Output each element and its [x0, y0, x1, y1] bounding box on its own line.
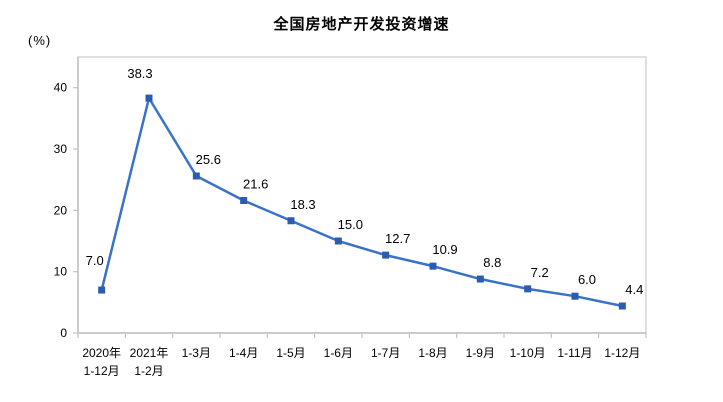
chart-title: 全国房地产开发投资增速	[273, 16, 450, 33]
x-axis-label: 1-9月	[466, 346, 495, 360]
data-point-marker	[334, 237, 342, 245]
y-tick-label: 30	[54, 142, 68, 156]
data-label: 38.3	[127, 66, 152, 81]
y-tick-label: 0	[60, 326, 67, 340]
data-label: 6.0	[578, 272, 596, 287]
y-axis-unit-label: (%)	[28, 33, 52, 48]
data-point-marker	[98, 286, 106, 294]
data-point-marker	[192, 172, 200, 180]
data-point-marker	[145, 94, 153, 102]
data-label: 8.8	[483, 255, 501, 270]
x-axis-label: 1-6月	[324, 346, 353, 360]
data-point-marker	[429, 262, 437, 270]
data-point-marker	[382, 251, 390, 259]
data-point-marker	[571, 292, 579, 300]
data-label: 4.4	[625, 282, 643, 297]
data-label: 18.3	[290, 197, 315, 212]
y-tick-label: 40	[54, 81, 68, 95]
x-axis-label: 1-5月	[276, 346, 305, 360]
data-point-marker	[476, 275, 484, 283]
x-axis-label: 1-2月	[134, 364, 163, 378]
series-line	[100, 96, 623, 308]
data-label: 25.6	[196, 152, 221, 167]
x-axis-label: 1-7月	[371, 346, 400, 360]
y-tick-label: 20	[54, 203, 68, 217]
x-axis-label: 1-12月	[84, 364, 120, 378]
data-point-marker	[287, 217, 295, 225]
data-point-marker	[618, 302, 626, 310]
x-axis-label: 2021年	[130, 346, 169, 360]
data-label: 7.2	[531, 265, 549, 280]
data-label: 10.9	[432, 242, 457, 257]
x-axis-label: 1-3月	[182, 346, 211, 360]
x-axis-label: 2020年	[82, 346, 121, 360]
x-axis-label: 1-4月	[229, 346, 258, 360]
data-label: 21.6	[243, 177, 268, 192]
x-axis-label: 1-11月	[557, 346, 592, 360]
data-point-marker	[240, 197, 248, 205]
data-label: 15.0	[338, 217, 363, 232]
x-axis-label: 1-10月	[510, 346, 546, 360]
x-axis-label: 1-8月	[418, 346, 447, 360]
x-axis-label: 1-12月	[604, 346, 640, 360]
plot-border	[77, 56, 647, 334]
data-label: 12.7	[385, 231, 410, 246]
data-label: 7.0	[86, 253, 104, 268]
data-point-marker	[524, 285, 532, 293]
y-tick-label: 10	[54, 265, 68, 279]
